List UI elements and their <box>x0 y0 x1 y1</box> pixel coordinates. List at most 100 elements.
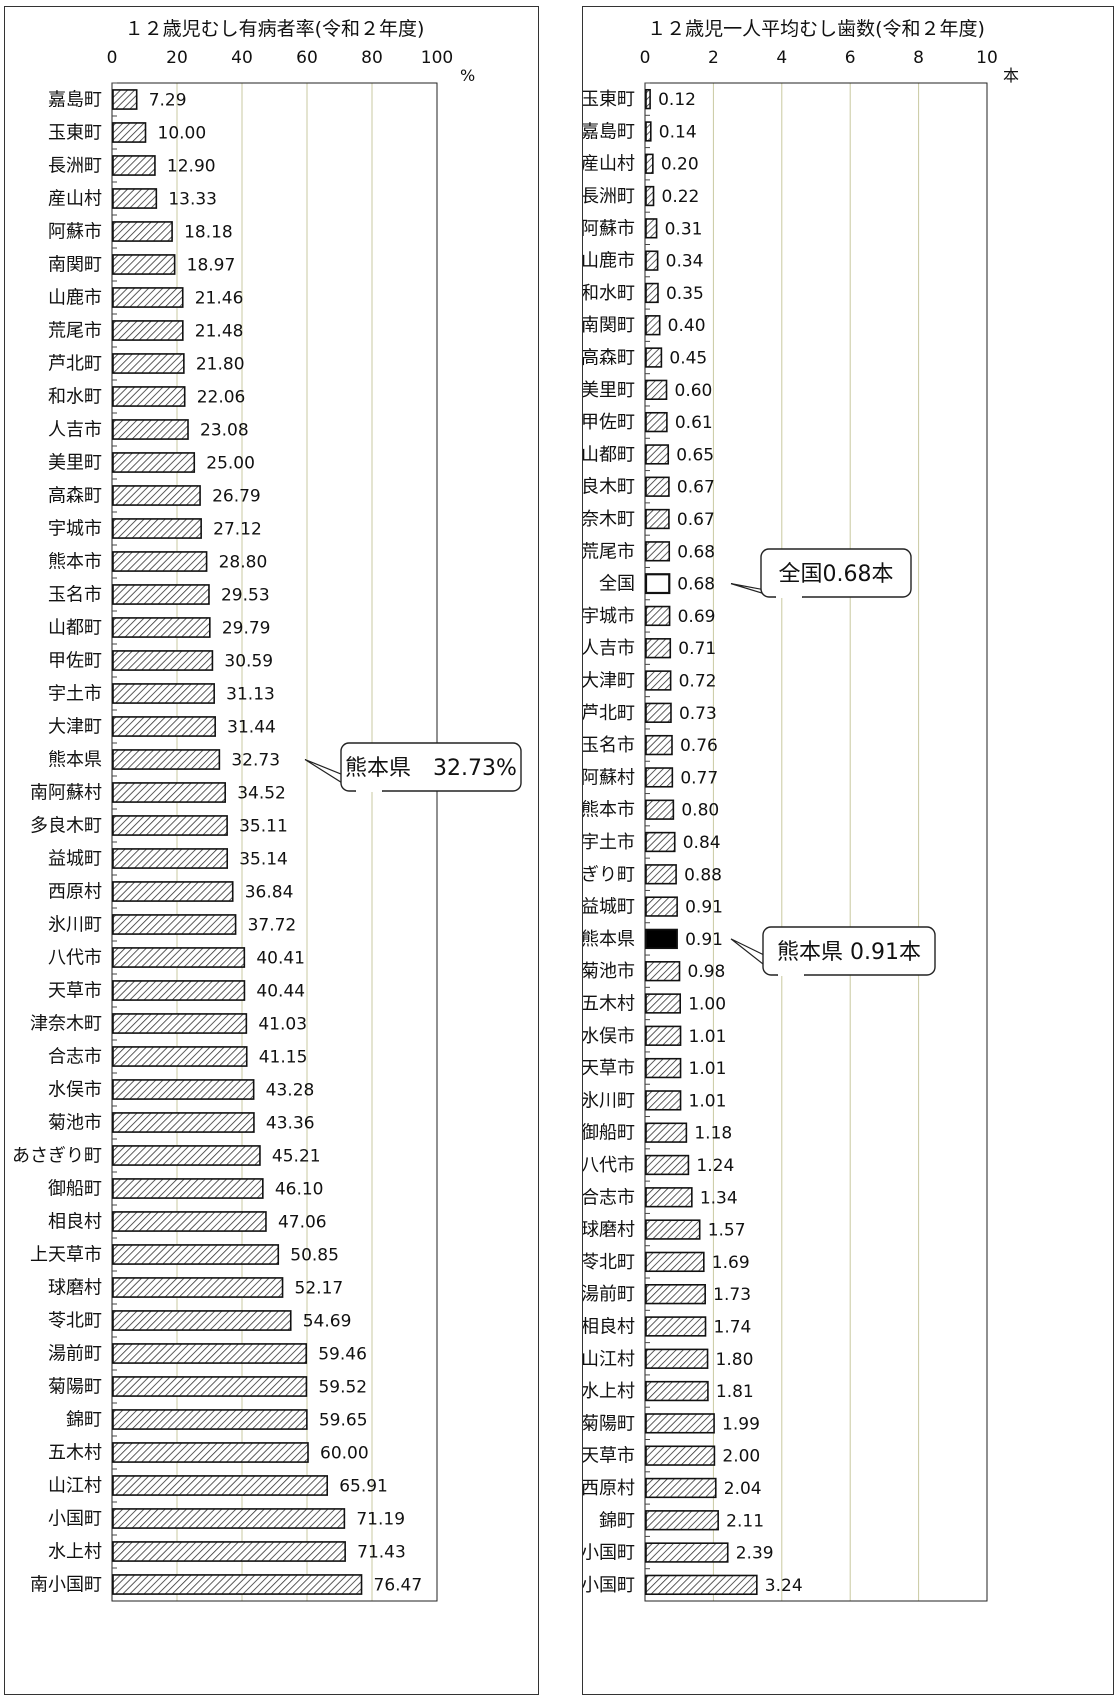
data-label: 0.77 <box>680 768 718 788</box>
bar <box>645 1510 719 1531</box>
data-label: 0.68 <box>677 542 715 562</box>
x-unit-label: 本 <box>1003 66 1019 85</box>
callout-text: 全国0.68本 <box>779 562 894 587</box>
data-label: 30.59 <box>224 652 273 672</box>
x-tick-label: 4 <box>776 48 787 68</box>
data-label: 47.06 <box>278 1213 327 1233</box>
bar <box>645 928 678 950</box>
bar <box>112 485 201 506</box>
bar <box>112 1343 308 1364</box>
category-label: 御船町 <box>583 1123 635 1144</box>
category-label: 阿蘇市 <box>48 222 102 243</box>
data-label: 0.35 <box>666 284 704 304</box>
bar <box>112 320 184 341</box>
category-label: 山鹿市 <box>583 251 635 272</box>
bar <box>645 1413 715 1434</box>
category-label: 水俣市 <box>583 1026 635 1047</box>
category-label: 錦町 <box>599 1510 635 1531</box>
data-label: 76.47 <box>374 1576 423 1596</box>
category-label: 産山村 <box>48 189 102 210</box>
bar <box>645 1154 690 1176</box>
bar <box>645 961 681 982</box>
bar <box>112 122 147 143</box>
data-label: 18.18 <box>184 223 233 243</box>
data-label: 0.71 <box>678 639 716 659</box>
bar <box>112 1442 309 1463</box>
data-label: 31.44 <box>227 718 276 738</box>
x-tick-label: 80 <box>361 48 383 68</box>
data-label: 2.39 <box>736 1544 774 1564</box>
category-label: 人吉市 <box>583 638 635 659</box>
data-label: 1.24 <box>696 1156 734 1176</box>
category-label: 熊本県 <box>583 929 635 950</box>
bar <box>112 1541 346 1562</box>
data-label: 34.52 <box>237 784 286 804</box>
category-label: 南関町 <box>48 255 102 276</box>
x-tick-label: 0 <box>107 48 118 68</box>
category-label: 錦町 <box>66 1410 102 1431</box>
category-label: 津奈木町 <box>30 1014 102 1035</box>
bar <box>645 1251 705 1273</box>
bar <box>112 1079 255 1100</box>
data-label: 59.46 <box>318 1345 367 1365</box>
bar <box>645 638 672 659</box>
category-label: 苓北町 <box>48 1311 102 1332</box>
category-label: 玉名市 <box>583 735 635 756</box>
category-label: 西原村 <box>48 882 102 903</box>
category-label: 宇城市 <box>48 519 102 540</box>
data-label: 0.68 <box>677 575 715 595</box>
bar <box>645 1316 707 1337</box>
category-label: 相良村 <box>583 1316 635 1337</box>
category-label: 南小国町 <box>583 1575 635 1596</box>
category-label: 宇土市 <box>583 832 635 853</box>
category-label: 長洲町 <box>48 156 102 177</box>
category-label: 南阿蘇村 <box>583 767 635 788</box>
bar <box>112 848 229 869</box>
callout-text: 熊本県 32.73% <box>345 756 517 781</box>
data-label: 1.81 <box>716 1382 754 1402</box>
data-label: 23.08 <box>200 421 249 441</box>
bar <box>112 584 210 605</box>
category-label: 熊本市 <box>583 800 635 821</box>
category-label: 和水町 <box>48 387 102 408</box>
data-label: 0.84 <box>683 833 721 853</box>
data-label: 18.97 <box>187 256 236 276</box>
data-label: 29.79 <box>222 619 271 639</box>
category-label: 甲佐町 <box>48 651 102 672</box>
data-label: 1.18 <box>694 1124 732 1144</box>
bar <box>112 782 226 803</box>
x-tick-label: 2 <box>708 48 719 68</box>
data-label: 1.80 <box>716 1350 754 1370</box>
category-label: 球磨村 <box>583 1220 635 1241</box>
data-label: 43.28 <box>266 1081 315 1101</box>
bar <box>645 347 663 368</box>
data-label: 0.40 <box>668 316 706 336</box>
bar <box>112 1310 292 1331</box>
bar <box>112 683 215 704</box>
bar <box>112 452 196 473</box>
data-label: 25.00 <box>206 454 255 474</box>
data-label: 10.00 <box>158 124 207 144</box>
category-label: 高森町 <box>583 348 635 369</box>
x-unit-label: % <box>460 66 475 85</box>
bar <box>112 1178 264 1199</box>
plot-area <box>644 82 988 1602</box>
x-tick-label: 6 <box>845 48 856 68</box>
plot-area <box>111 82 438 1602</box>
data-label: 0.73 <box>679 704 717 724</box>
callout: 全国0.68本 <box>730 548 912 598</box>
category-label: 菊池市 <box>48 1113 102 1134</box>
category-label: 長洲町 <box>583 186 635 207</box>
x-tick-label: 8 <box>913 48 924 68</box>
category-label: 益城町 <box>583 897 635 918</box>
category-label: 湯前町 <box>583 1284 635 1305</box>
bar <box>112 188 158 209</box>
data-label: 0.80 <box>681 801 719 821</box>
category-label: 小国町 <box>583 1543 635 1564</box>
callout: 熊本県 0.91本 <box>730 926 936 976</box>
bar <box>645 702 672 723</box>
category-label: 熊本市 <box>48 552 102 573</box>
bar <box>112 221 173 242</box>
bar <box>645 993 682 1014</box>
data-label: 0.91 <box>685 898 723 918</box>
